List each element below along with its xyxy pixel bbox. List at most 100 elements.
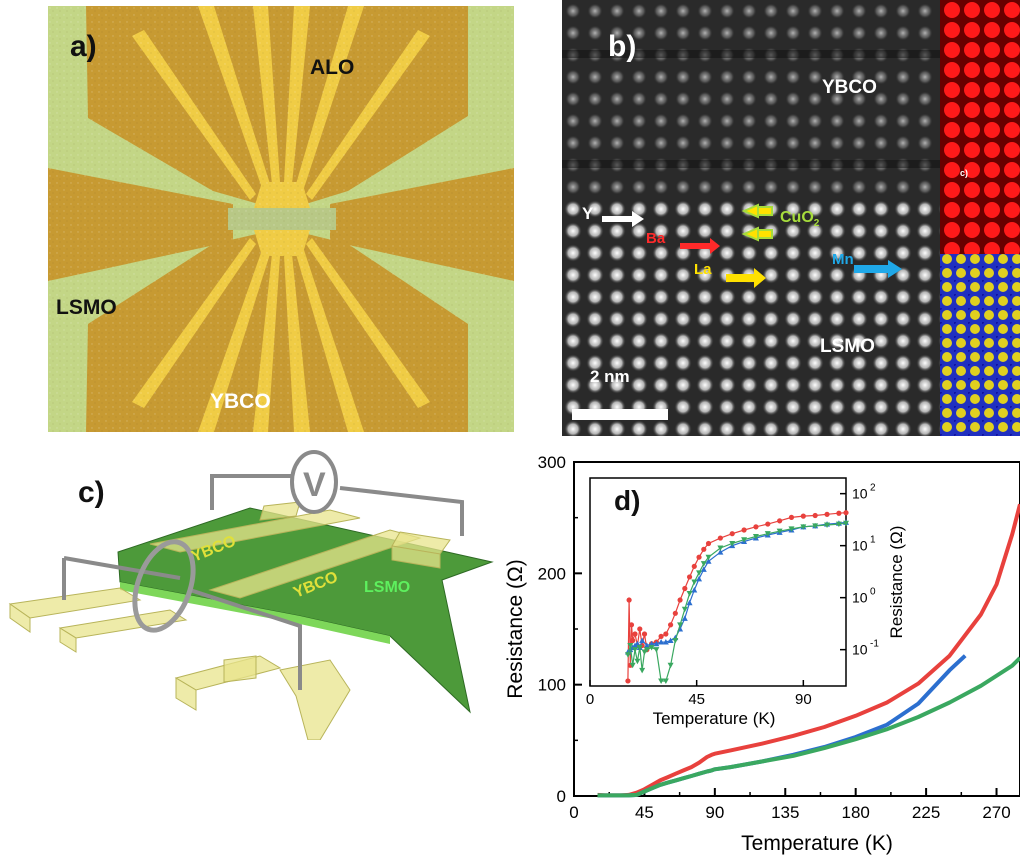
inset-point-s1 xyxy=(843,510,849,516)
main-y-tick-label: 200 xyxy=(538,564,566,583)
inset-point-s3 xyxy=(843,520,849,527)
inset-point-s1 xyxy=(630,637,636,644)
main-y-tick-label: 0 xyxy=(557,787,566,806)
scale-bar-label: 2 nm xyxy=(590,367,630,386)
panel-c-schematic: V c) YBCO YBCO LSMO xyxy=(0,440,500,740)
inset-y-tick-exponent: 0 xyxy=(870,587,876,598)
inset-point-s1 xyxy=(663,631,669,637)
label-ybco-layer: YBCO xyxy=(822,77,877,98)
inset-point-s3 xyxy=(639,667,646,674)
current-source-icon xyxy=(132,539,196,633)
inset-point-s1 xyxy=(637,626,643,632)
inset-point-s2 xyxy=(634,640,641,647)
label-mn: Mn xyxy=(832,251,854,268)
main-x-axis-label: Temperature (K) xyxy=(741,832,893,855)
inset-y-tick-exponent: 1 xyxy=(870,535,876,546)
inset-point-s3 xyxy=(686,591,693,597)
inset-point-s1 xyxy=(628,622,635,628)
arrow-la-icon xyxy=(726,268,766,288)
main-y-tick-label: 100 xyxy=(538,676,566,695)
inset-point-s1 xyxy=(836,510,842,516)
inset-point-s2 xyxy=(662,639,669,645)
voltmeter-icon: V xyxy=(290,450,338,514)
inset-point-s3 xyxy=(741,537,748,543)
inset-point-s3 xyxy=(824,522,831,528)
inset-y-tick-label: 10 xyxy=(852,538,868,554)
inset-point-s1 xyxy=(777,518,783,524)
inset-point-s2 xyxy=(691,587,698,593)
inset-x-tick-label: 90 xyxy=(795,691,812,708)
label-lsmo-layer: LSMO xyxy=(820,336,875,357)
arrow-cuo2-icon xyxy=(741,203,773,242)
inset-point-s1 xyxy=(753,524,759,530)
inset-point-s1 xyxy=(765,521,771,527)
inset-point-s3 xyxy=(700,561,707,567)
inset-point-s3 xyxy=(629,662,636,669)
main-y-axis-label: Resistance (Ω) xyxy=(504,559,527,698)
panel-a-label: a) xyxy=(70,30,97,63)
panel-b-stem: b) YBCO LSMO c) Y Ba La Mn CuO2 xyxy=(562,0,1020,436)
inset-point-s3 xyxy=(729,541,736,547)
inset-point-s1 xyxy=(667,622,674,628)
main-x-tick-label: 225 xyxy=(912,803,940,822)
inset-y-tick-exponent: -1 xyxy=(870,639,879,650)
inset-point-s3 xyxy=(691,579,698,585)
stem-image: b) YBCO LSMO c) Y Ba La Mn CuO2 xyxy=(562,0,1020,436)
inset-point-s2 xyxy=(667,637,674,643)
inset-point-s1 xyxy=(788,514,795,520)
eds-label: c) xyxy=(960,168,968,178)
panel-a-micrograph: a) ALO LSMO YBCO xyxy=(48,6,514,432)
probe-wires xyxy=(62,474,464,690)
inset-point-s2 xyxy=(658,639,665,645)
inset-point-s1 xyxy=(658,633,664,639)
inset-point-s3 xyxy=(696,570,703,576)
panel-c-label: c) xyxy=(78,476,105,509)
inset-point-s3 xyxy=(764,531,771,537)
main-x-tick-label: 0 xyxy=(569,803,578,822)
inset-point-s1 xyxy=(672,610,678,616)
arrow-ba-icon xyxy=(680,238,720,254)
inset-point-s1 xyxy=(729,531,735,537)
inset-point-s1 xyxy=(626,597,632,603)
inset-point-s2 xyxy=(717,549,724,555)
voltmeter-label: V xyxy=(303,466,326,504)
inset-x-tick-label: 45 xyxy=(688,691,705,708)
inset-point-s2 xyxy=(681,615,688,621)
inset-point-s3 xyxy=(812,523,819,529)
inset-point-s2 xyxy=(643,642,650,649)
panel-b-label: b) xyxy=(608,30,636,63)
label-cuo2: CuO2 xyxy=(780,209,820,229)
inset-point-s1 xyxy=(686,574,693,580)
inset-x-tick-label: 0 xyxy=(586,691,594,708)
micrograph-image: a) ALO LSMO YBCO xyxy=(48,6,514,432)
label-y: Y xyxy=(582,204,594,223)
inset-point-s3 xyxy=(788,526,795,532)
main-x-tick-label: 90 xyxy=(705,803,724,822)
inset-point-s2 xyxy=(700,566,707,572)
inset-point-s3 xyxy=(776,528,783,535)
inset-point-s1 xyxy=(800,513,806,519)
inset-point-s1 xyxy=(625,678,631,684)
eds-map-blue xyxy=(940,254,1020,436)
main-x-tick-label: 45 xyxy=(635,803,654,822)
inset-point-s1 xyxy=(632,631,638,637)
inset-point-s1 xyxy=(682,585,688,592)
inset-point-s3 xyxy=(643,647,650,653)
label-ba: Ba xyxy=(646,230,666,247)
panel-d-label: d) xyxy=(614,485,640,516)
inset-x-axis-label: Temperature (K) xyxy=(653,709,776,728)
arrow-y-icon xyxy=(602,211,644,227)
scale-bar xyxy=(572,409,668,420)
inset-point-s3 xyxy=(677,622,684,628)
inset-point-s3 xyxy=(653,647,660,653)
inset-point-s1 xyxy=(824,511,830,517)
main-x-tick-label: 135 xyxy=(771,803,799,822)
inset-point-s2 xyxy=(705,558,712,564)
inset-y-tick-label: 10 xyxy=(852,486,868,502)
main-x-tick-label: 270 xyxy=(982,803,1010,822)
inset-y-tick-label: 10 xyxy=(852,590,868,606)
inset-point-s3 xyxy=(627,643,634,649)
inset-point-s3 xyxy=(835,521,842,528)
panel-d-chart: 0 45 90 135 180 225 270 0 100 200 300 Temperature (… xyxy=(496,448,1020,856)
